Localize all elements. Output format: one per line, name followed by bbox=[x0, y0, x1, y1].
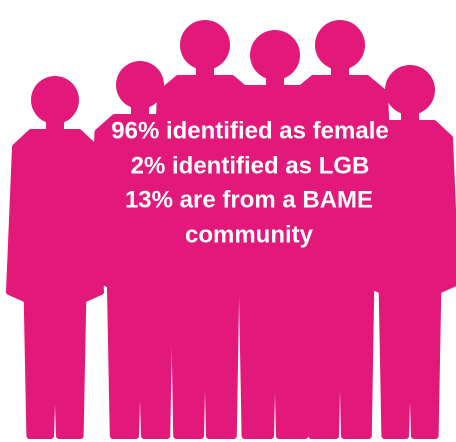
person-body bbox=[364, 123, 456, 436]
person-head bbox=[31, 76, 79, 124]
person-head bbox=[385, 65, 435, 115]
stat-line: 13% are from a BAME bbox=[125, 186, 373, 213]
person-body bbox=[9, 132, 101, 436]
page: {"text": {"lines": ["96% identified as f… bbox=[0, 0, 456, 442]
stat-line: 2% identified as LGB bbox=[131, 152, 370, 179]
infographic: 96% identified as female 2% identified a… bbox=[0, 0, 456, 442]
person-head bbox=[315, 20, 365, 70]
stat-line: community bbox=[185, 221, 314, 248]
person-head bbox=[250, 30, 300, 80]
person-head bbox=[180, 20, 230, 70]
stat-line: 96% identified as female bbox=[111, 117, 388, 144]
